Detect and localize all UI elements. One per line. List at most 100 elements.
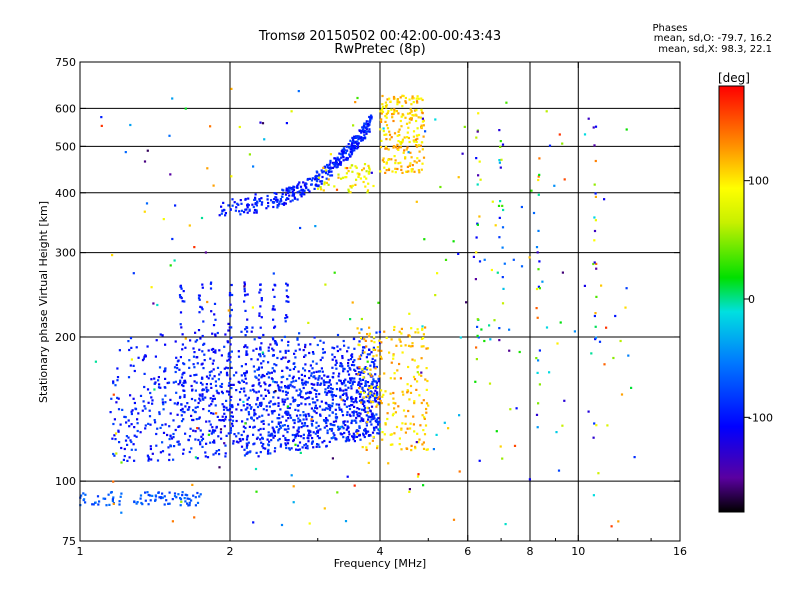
data-point [360, 317, 363, 321]
data-point [296, 184, 299, 187]
data-point [303, 189, 306, 192]
data-point [418, 373, 421, 376]
data-point [483, 258, 486, 261]
data-point [285, 189, 288, 192]
data-point [400, 428, 403, 431]
data-point [240, 365, 243, 368]
data-point [254, 203, 257, 206]
data-point [391, 116, 394, 119]
data-point [349, 358, 353, 361]
data-point [425, 388, 428, 391]
data-point [212, 184, 215, 187]
data-point [169, 434, 172, 437]
data-point [208, 420, 211, 423]
data-point [422, 447, 426, 450]
data-point [206, 456, 210, 459]
data-point [176, 413, 179, 416]
data-point [149, 494, 152, 497]
data-point [213, 375, 216, 378]
data-point [226, 341, 230, 344]
data-point [284, 438, 287, 441]
data-point [365, 120, 368, 123]
x-axis: 1 2 4 6 8 10 16 [77, 62, 687, 558]
data-point [348, 407, 352, 411]
data-point [406, 427, 409, 430]
data-point [421, 162, 424, 165]
data-point [509, 408, 512, 411]
data-point [319, 428, 322, 431]
data-point [498, 161, 501, 164]
data-point [317, 424, 320, 428]
data-point [389, 377, 392, 380]
data-point [107, 493, 110, 496]
data-point [349, 146, 352, 149]
data-point [386, 111, 389, 114]
data-point [366, 360, 369, 363]
data-point [224, 418, 227, 421]
data-point [289, 414, 292, 417]
data-point [280, 523, 284, 527]
data-point [361, 446, 364, 449]
data-point [372, 394, 375, 398]
data-point [315, 177, 318, 181]
data-point [161, 423, 164, 427]
data-point [252, 365, 255, 368]
data-point [114, 438, 117, 441]
data-point [286, 410, 289, 413]
data-point [362, 396, 365, 399]
data-point [592, 436, 595, 439]
data-point [351, 184, 354, 187]
data-point [370, 171, 373, 174]
data-point [503, 262, 506, 265]
data-point [501, 276, 504, 279]
data-point [337, 425, 340, 428]
data-point [293, 352, 296, 355]
data-point [248, 208, 251, 211]
data-point [267, 448, 270, 451]
data-point [245, 382, 248, 385]
data-point [339, 379, 342, 382]
data-point [322, 189, 325, 192]
data-point [315, 411, 318, 415]
data-point [406, 112, 410, 115]
data-point [330, 174, 334, 177]
data-point [163, 370, 166, 373]
data-point [134, 408, 138, 411]
data-point [368, 335, 371, 338]
data-point [370, 382, 373, 386]
data-point [158, 412, 161, 416]
data-point [214, 349, 217, 352]
data-point [344, 378, 347, 381]
data-point [246, 318, 249, 321]
data-point [259, 355, 262, 358]
data-point [277, 402, 280, 405]
data-point [184, 381, 187, 384]
data-point [361, 368, 364, 371]
data-point [281, 369, 284, 372]
data-point [360, 136, 363, 139]
data-point [334, 157, 337, 160]
data-point [134, 448, 137, 451]
data-point [230, 395, 233, 398]
data-point [301, 446, 304, 449]
data-point [227, 329, 230, 332]
data-point [397, 130, 400, 133]
data-point [231, 419, 235, 422]
data-point [201, 393, 204, 396]
data-point [272, 307, 275, 310]
data-point [393, 377, 396, 380]
data-point [288, 448, 291, 451]
data-point [595, 262, 598, 265]
data-point [312, 401, 315, 404]
data-point [410, 110, 413, 113]
data-point [331, 358, 334, 361]
data-point [230, 366, 233, 369]
data-point [180, 414, 183, 417]
data-point [326, 163, 329, 167]
data-point [229, 429, 233, 432]
data-point [373, 341, 376, 344]
data-point [116, 367, 119, 370]
data-point [365, 170, 368, 173]
data-point [284, 444, 288, 447]
data-point [292, 400, 295, 403]
